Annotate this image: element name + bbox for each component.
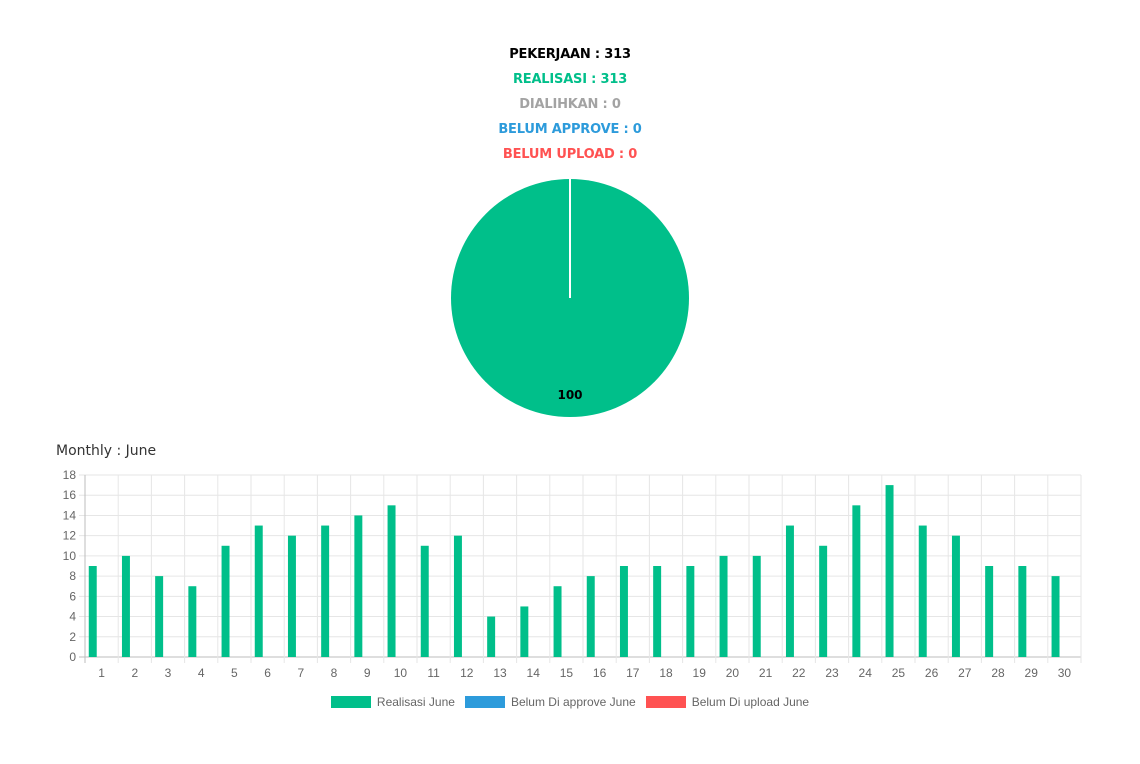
x-tick-label: 5 xyxy=(231,666,238,680)
bar-1-27 xyxy=(951,535,960,657)
x-tick-label: 9 xyxy=(364,666,371,680)
bar-1-22 xyxy=(785,525,794,657)
y-tick-label: 4 xyxy=(69,610,76,624)
x-tick-label: 21 xyxy=(759,666,773,680)
bar-1-14 xyxy=(520,606,529,657)
x-tick-label: 16 xyxy=(593,666,607,680)
x-tick-label: 2 xyxy=(131,666,138,680)
bar-1-1 xyxy=(88,566,97,657)
x-tick-label: 30 xyxy=(1058,666,1072,680)
bar-1-17 xyxy=(619,566,628,657)
x-tick-label: 23 xyxy=(825,666,839,680)
bar-1-26 xyxy=(918,525,927,657)
legend-swatch xyxy=(330,696,371,708)
chart-legend: Realisasi June Belum Di approve June Belum… xyxy=(0,695,1140,709)
bar-1-29 xyxy=(1018,566,1027,657)
y-tick-label: 8 xyxy=(69,569,76,583)
bar-1-30 xyxy=(1051,576,1060,657)
x-tick-label: 1 xyxy=(98,666,105,680)
bar-1-10 xyxy=(387,505,396,657)
y-tick-label: 14 xyxy=(63,508,77,522)
bar-1-13 xyxy=(487,616,496,657)
legend-label: Belum Di upload June xyxy=(691,695,810,709)
bar-1-28 xyxy=(985,566,994,657)
belum-upload-total: BELUM UPLOAD : 0 xyxy=(502,147,638,162)
legend-label: Belum Di approve June xyxy=(510,695,636,709)
realisasi-total: REALISASI : 313 xyxy=(512,72,628,87)
bar-1-21 xyxy=(752,555,761,657)
bar-1-15 xyxy=(553,586,562,657)
x-tick-label: 27 xyxy=(958,666,972,680)
y-tick-label: 10 xyxy=(63,549,77,563)
bar-1-4 xyxy=(188,586,197,657)
pie-data-label: 100 xyxy=(557,388,582,402)
bar-1-8 xyxy=(321,525,330,657)
summary-panel: PEKERJAAN : 313 REALISASI : 313 DIALIHKA… xyxy=(0,42,1140,167)
x-tick-label: 7 xyxy=(297,666,304,680)
x-tick-label: 14 xyxy=(527,666,541,680)
x-tick-label: 3 xyxy=(165,666,172,680)
bar-1-16 xyxy=(586,576,595,657)
bar-1-2 xyxy=(121,555,130,657)
bar-1-11 xyxy=(420,545,429,657)
bar-1-7 xyxy=(287,535,296,657)
y-tick-label: 18 xyxy=(63,468,77,482)
belum-approve-total: BELUM APPROVE : 0 xyxy=(498,122,642,137)
x-tick-label: 11 xyxy=(427,666,440,680)
bar-1-19 xyxy=(686,566,695,657)
bar-1-6 xyxy=(254,525,263,657)
x-tick-label: 10 xyxy=(394,666,408,680)
x-tick-label: 25 xyxy=(892,666,906,680)
legend-swatch xyxy=(645,696,686,708)
legend-item-3[interactable]: Belum Di upload June xyxy=(645,695,810,709)
bar-1-9 xyxy=(354,515,363,657)
legend-item-2[interactable]: Belum Di approve June xyxy=(464,695,636,709)
monthly-title: Monthly : June xyxy=(56,443,157,459)
x-tick-label: 19 xyxy=(693,666,707,680)
bar-1-23 xyxy=(819,545,828,657)
bar-1-12 xyxy=(453,535,462,657)
x-tick-label: 24 xyxy=(859,666,873,680)
x-tick-label: 6 xyxy=(264,666,271,680)
legend-swatch xyxy=(464,696,505,708)
x-tick-label: 18 xyxy=(659,666,673,680)
bar-1-18 xyxy=(653,566,662,657)
legend-label: Realisasi June xyxy=(376,695,455,709)
y-tick-label: 2 xyxy=(69,630,76,644)
x-tick-label: 15 xyxy=(560,666,574,680)
x-tick-label: 26 xyxy=(925,666,939,680)
pekerjaan-total: PEKERJAAN : 313 xyxy=(509,47,631,62)
legend-item-1[interactable]: Realisasi June xyxy=(330,695,455,709)
x-tick-label: 22 xyxy=(792,666,806,680)
x-tick-label: 20 xyxy=(726,666,740,680)
x-tick-label: 28 xyxy=(991,666,1005,680)
bar-1-24 xyxy=(852,505,861,657)
x-tick-label: 29 xyxy=(1025,666,1039,680)
x-tick-label: 13 xyxy=(493,666,507,680)
x-tick-label: 4 xyxy=(198,666,205,680)
bar-1-20 xyxy=(719,555,728,657)
y-tick-label: 0 xyxy=(69,650,76,664)
y-tick-label: 6 xyxy=(69,589,76,603)
x-tick-label: 17 xyxy=(626,666,640,680)
dialihkan-total: DIALIHKAN : 0 xyxy=(519,97,621,112)
pie-chart: 100 xyxy=(451,179,689,417)
y-tick-label: 12 xyxy=(63,529,77,543)
bar-1-5 xyxy=(221,545,230,657)
y-tick-label: 16 xyxy=(63,488,77,502)
bar-1-25 xyxy=(885,485,894,657)
x-tick-label: 12 xyxy=(460,666,474,680)
x-tick-label: 8 xyxy=(331,666,338,680)
bar-1-3 xyxy=(155,576,164,657)
